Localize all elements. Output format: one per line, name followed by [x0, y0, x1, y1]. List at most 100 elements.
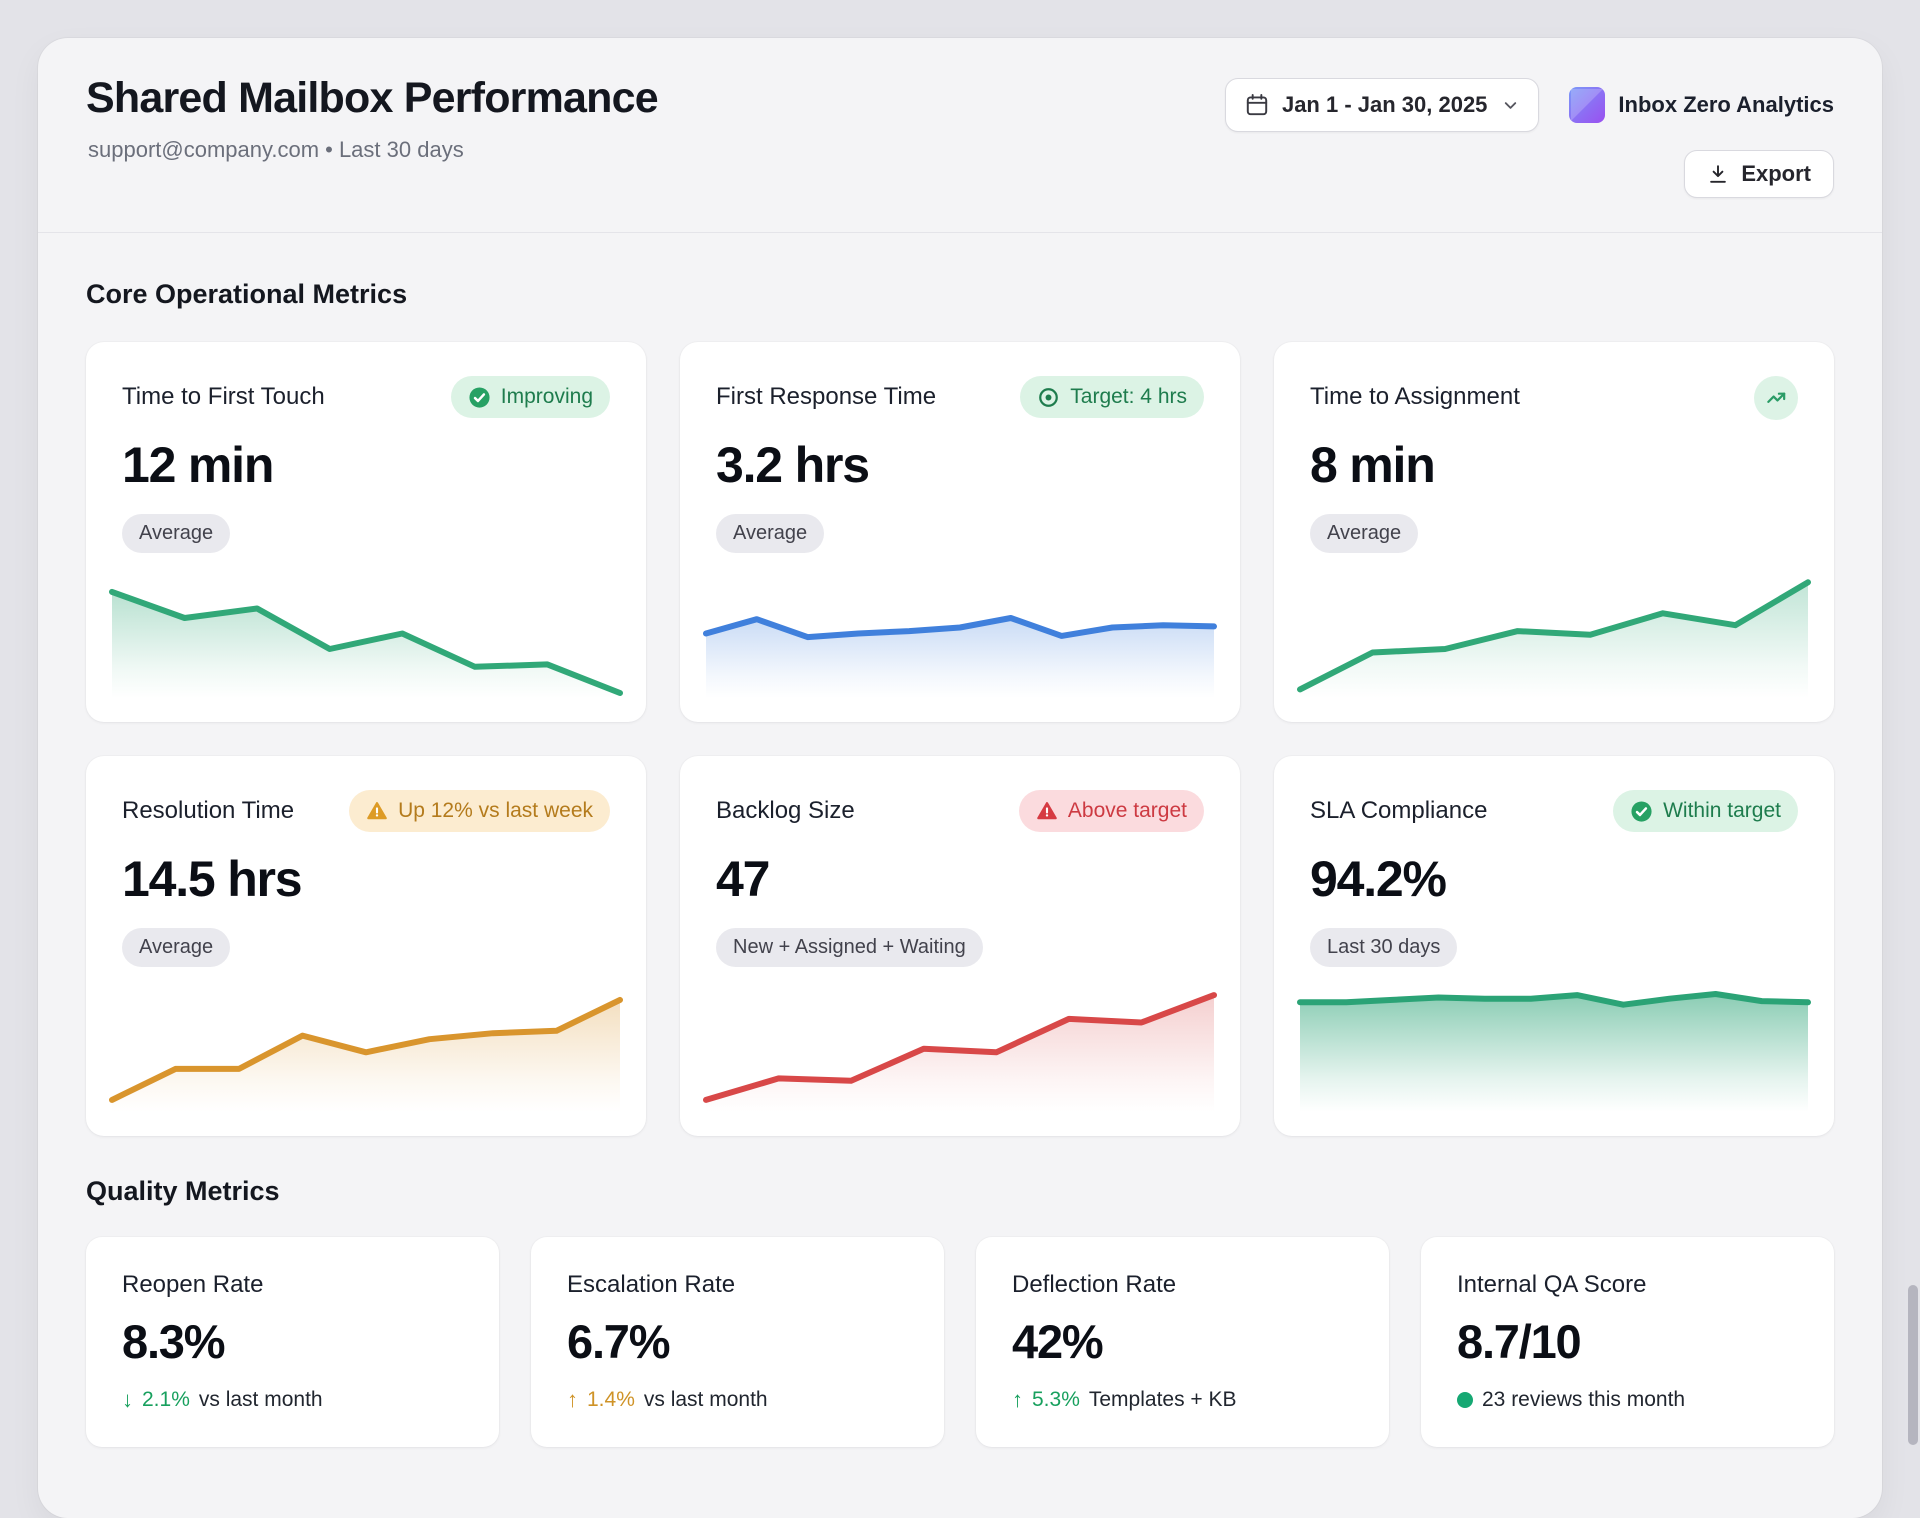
- metric-card-top: First Response Time Target: 4 hrs: [716, 376, 1204, 420]
- header-titles: Shared Mailbox Performance support@compa…: [86, 74, 659, 163]
- calendar-icon: [1244, 92, 1270, 118]
- metric-value: 8 min: [1310, 437, 1436, 493]
- download-icon: [1707, 163, 1729, 185]
- metric-context-pill: Last 30 days: [1310, 928, 1458, 967]
- core-section-heading: Core Operational Metrics: [86, 279, 408, 309]
- quality-metric-value: 6.7%: [567, 1315, 671, 1368]
- trending-up-icon: [1754, 376, 1798, 420]
- quality-metric-value: 8.7/10: [1457, 1315, 1582, 1368]
- metric-sparkline: [703, 569, 1217, 698]
- quality-metric-delta: ↑ 5.3% Templates + KB: [1012, 1388, 1353, 1412]
- metric-title: Time to Assignment: [1310, 383, 1520, 410]
- metric-title: SLA Compliance: [1310, 797, 1488, 824]
- metric-card-top: Time to Assignment: [1310, 376, 1798, 420]
- metric-sparkline: [703, 983, 1217, 1112]
- status-dot-icon: [1457, 1392, 1473, 1408]
- metric-sparkline: [109, 569, 623, 698]
- arrow-up-icon: ↑: [567, 1387, 578, 1412]
- quality-card: Internal QA Score 8.7/10 23 reviews this m…: [1421, 1237, 1834, 1447]
- delta-text: vs last month: [198, 1388, 323, 1411]
- metric-title: First Response Time: [716, 383, 937, 410]
- brand-logo-icon: [1569, 87, 1606, 123]
- scrollbar-thumb[interactable]: [1908, 1285, 1918, 1445]
- badge-label: Above target: [1067, 799, 1187, 822]
- warning-triangle-icon: [366, 800, 388, 822]
- quality-metric-value: 42%: [1012, 1315, 1104, 1368]
- delta-text: Templates + KB: [1088, 1388, 1237, 1411]
- badge-label: Improving: [500, 385, 593, 408]
- metric-context-pill: Average: [716, 514, 825, 553]
- metric-title: Backlog Size: [716, 797, 855, 824]
- delta-value: 2.1%: [142, 1388, 190, 1411]
- metric-card: SLA Compliance Within target 94.2% Last 30 …: [1274, 756, 1834, 1136]
- status-badge: Up 12% vs last week: [349, 790, 610, 832]
- quality-metric-value: 8.3%: [122, 1315, 226, 1368]
- arrow-up-icon: ↑: [1012, 1387, 1023, 1412]
- date-range-picker[interactable]: Jan 1 - Jan 30, 2025: [1224, 78, 1540, 132]
- metric-title: Time to First Touch: [122, 383, 325, 410]
- brand-name: Inbox Zero Analytics: [1618, 92, 1834, 117]
- page-title: Shared Mailbox Performance: [86, 74, 659, 122]
- metric-value: 14.5 hrs: [122, 851, 303, 907]
- delta-text: vs last month: [643, 1388, 768, 1411]
- metric-context-pill: Average: [122, 928, 231, 967]
- quality-metrics-grid: Reopen Rate 8.3% ↓ 2.1% vs last month Escalat…: [86, 1237, 1834, 1447]
- metric-card-top: Time to First Touch Improving: [122, 376, 610, 420]
- metric-card: Time to Assignment 8 min Average: [1274, 342, 1834, 722]
- header: Shared Mailbox Performance support@compa…: [38, 38, 1882, 233]
- quality-card: Deflection Rate 42% ↑ 5.3% Templates + KB: [976, 1237, 1389, 1447]
- quality-metric-delta: 23 reviews this month: [1457, 1388, 1798, 1412]
- target-icon: [1037, 386, 1060, 409]
- metric-value: 94.2%: [1310, 851, 1447, 907]
- status-badge: Within target: [1613, 790, 1798, 832]
- metric-card-top: Resolution Time Up 12% vs last week: [122, 790, 610, 834]
- delta-value: 1.4%: [587, 1388, 635, 1411]
- quality-metric-delta: ↑ 1.4% vs last month: [567, 1388, 908, 1412]
- metric-card: Resolution Time Up 12% vs last week 14.5 h…: [86, 756, 646, 1136]
- metric-value: 12 min: [122, 437, 274, 493]
- header-top-row: Jan 1 - Jan 30, 2025: [1224, 78, 1834, 132]
- header-bottom-row: Export: [1684, 150, 1834, 198]
- quality-metric-title: Internal QA Score: [1457, 1271, 1647, 1298]
- badge-label: Within target: [1663, 799, 1781, 822]
- check-circle-icon: [1630, 800, 1653, 823]
- quality-metric-title: Reopen Rate: [122, 1271, 264, 1298]
- check-circle-icon: [468, 386, 491, 409]
- core-metrics-grid: Time to First Touch Improving 12 min Averag…: [86, 342, 1834, 1136]
- status-badge: Improving: [450, 376, 610, 418]
- export-label: Export: [1741, 161, 1811, 186]
- brand: Inbox Zero Analytics: [1569, 87, 1834, 123]
- badge-label: Target: 4 hrs: [1070, 385, 1187, 408]
- metric-sparkline: [109, 983, 623, 1112]
- delta-text: 23 reviews this month: [1482, 1388, 1686, 1411]
- metric-card: Time to First Touch Improving 12 min Averag…: [86, 342, 646, 722]
- dashboard-panel: Shared Mailbox Performance support@compa…: [38, 38, 1882, 1518]
- metric-value: 47: [716, 851, 770, 907]
- metric-context-pill: Average: [122, 514, 231, 553]
- chevron-down-icon: [1501, 96, 1520, 115]
- metric-card-top: Backlog Size Above target: [716, 790, 1204, 834]
- badge-label: Up 12% vs last week: [398, 799, 593, 822]
- quality-metric-title: Deflection Rate: [1012, 1271, 1177, 1298]
- quality-metric-title: Escalation Rate: [567, 1271, 736, 1298]
- metric-card: First Response Time Target: 4 hrs 3.2 hrs A…: [680, 342, 1240, 722]
- metric-sparkline: [1297, 569, 1811, 698]
- metric-title: Resolution Time: [122, 797, 295, 824]
- export-button[interactable]: Export: [1684, 150, 1834, 198]
- main-content: Core Operational Metrics Time to First T…: [38, 233, 1882, 1447]
- status-badge: Target: 4 hrs: [1020, 376, 1204, 418]
- delta-value: 5.3%: [1032, 1388, 1080, 1411]
- quality-section-heading: Quality Metrics: [86, 1176, 280, 1206]
- header-actions: Jan 1 - Jan 30, 2025: [1224, 74, 1834, 198]
- metric-context-pill: Average: [1310, 514, 1419, 553]
- metric-sparkline: [1297, 983, 1811, 1112]
- metric-card: Backlog Size Above target 47 New + Assigned…: [680, 756, 1240, 1136]
- date-range-label: Jan 1 - Jan 30, 2025: [1281, 92, 1488, 117]
- metric-context-pill: New + Assigned + Waiting: [716, 928, 983, 967]
- quality-card: Escalation Rate 6.7% ↑ 1.4% vs last month: [531, 1237, 944, 1447]
- arrow-down-icon: ↓: [122, 1387, 133, 1412]
- quality-card: Reopen Rate 8.3% ↓ 2.1% vs last month: [86, 1237, 499, 1447]
- status-badge: Above target: [1018, 790, 1204, 832]
- quality-metric-delta: ↓ 2.1% vs last month: [122, 1388, 463, 1412]
- warning-triangle-icon: [1036, 800, 1058, 822]
